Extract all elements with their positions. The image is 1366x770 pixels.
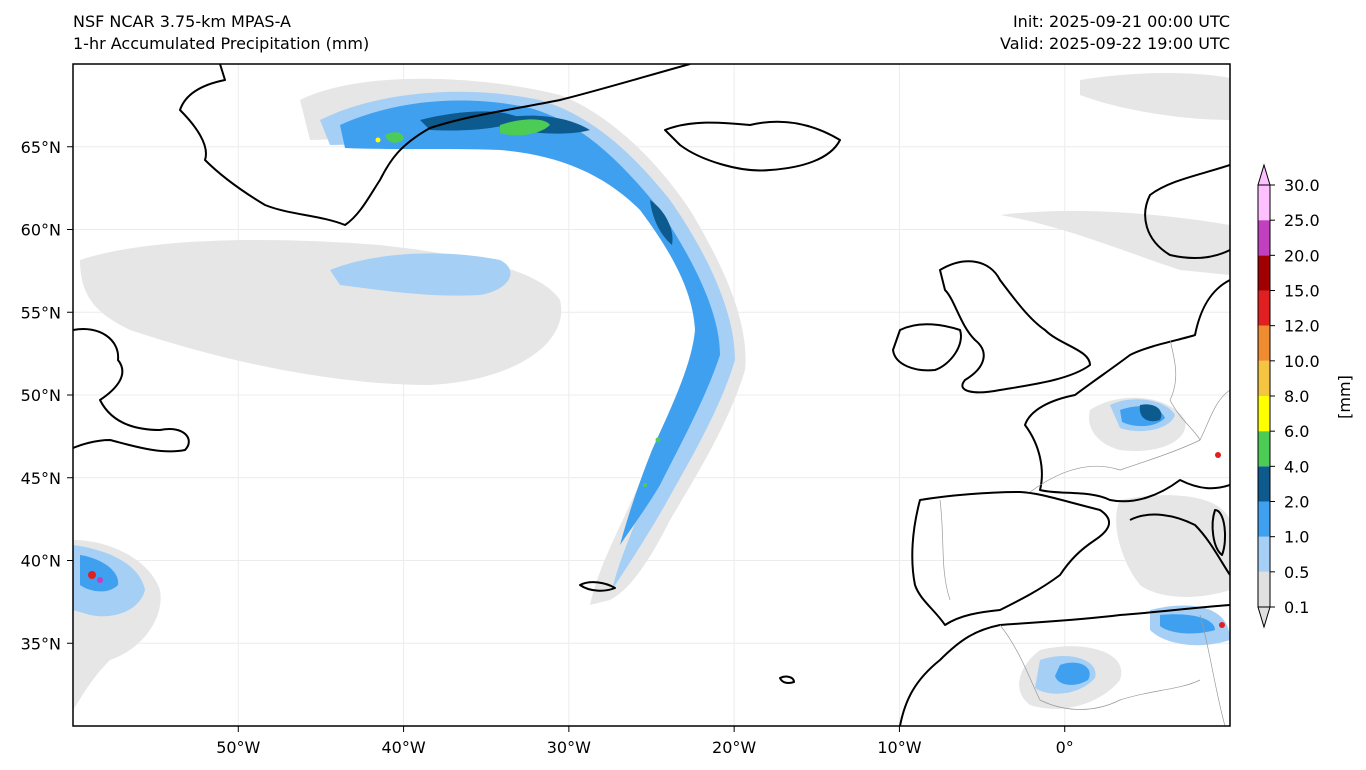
colorbar-segment bbox=[1258, 290, 1270, 326]
ireland-coast bbox=[892, 323, 962, 372]
greenland-core-4 bbox=[500, 119, 550, 136]
speck-1 bbox=[88, 571, 96, 579]
colorbar-segment bbox=[1258, 185, 1270, 221]
colorbar-level-label: 15.0 bbox=[1284, 282, 1320, 301]
colorbar-level-label: 1.0 bbox=[1284, 528, 1309, 547]
field-title: 1-hr Accumulated Precipitation (mm) bbox=[73, 34, 370, 53]
north-africa-coast bbox=[899, 604, 1230, 726]
colorbar-level-label: 8.0 bbox=[1284, 387, 1309, 406]
lat-tick-label: 45°N bbox=[21, 469, 61, 488]
iberia-coast bbox=[911, 491, 1110, 626]
colorbar-segment bbox=[1258, 536, 1270, 572]
precipitation-fields bbox=[73, 73, 1230, 710]
speck-7 bbox=[643, 483, 647, 487]
lat-tick-label: 55°N bbox=[21, 303, 61, 322]
italy-coast bbox=[1129, 513, 1230, 576]
model-title: NSF NCAR 3.75-km MPAS-A bbox=[73, 12, 291, 31]
benelux-border bbox=[1169, 339, 1201, 441]
country-borders bbox=[939, 339, 1230, 726]
corsica-sardinia-coast bbox=[1211, 509, 1227, 556]
lon-tick-label: 30°W bbox=[547, 738, 591, 757]
colorbar-level-label: 0.5 bbox=[1284, 563, 1309, 582]
colorbar-extend-max bbox=[1257, 163, 1271, 186]
precip-high-specks bbox=[88, 137, 1225, 628]
southwest-cell-1 bbox=[80, 555, 119, 592]
madeira-coast bbox=[779, 675, 795, 684]
france-border bbox=[1029, 389, 1230, 493]
lat-tick-label: 35°N bbox=[21, 634, 61, 653]
newfoundland-coast bbox=[73, 328, 190, 453]
greenland-core-4b bbox=[385, 132, 404, 143]
latitude-ticks: 65°N 60°N 55°N 50°N 45°N 40°N 35°N bbox=[21, 138, 73, 653]
colorbar: 0.1 0.5 1.0 2.0 4.0 6.0 8.0 10.0 12.0 15.0 20.0 25.… bbox=[1257, 163, 1320, 629]
great-britain-coast bbox=[939, 260, 1091, 394]
colorbar-unit-label: [mm] bbox=[1335, 375, 1354, 419]
africa-cell-1 bbox=[1055, 662, 1090, 685]
speck-5 bbox=[1219, 622, 1225, 628]
lon-tick-label: 10°W bbox=[877, 738, 921, 757]
colorbar-extend-min bbox=[1257, 606, 1271, 629]
coastlines bbox=[73, 64, 1230, 726]
azores-coast bbox=[579, 581, 616, 592]
algeria-tunisia-border bbox=[1199, 614, 1226, 726]
colorbar-segment bbox=[1258, 255, 1270, 291]
lon-tick-label: 20°W bbox=[712, 738, 756, 757]
speck-4 bbox=[1215, 452, 1221, 458]
colorbar-segment bbox=[1258, 325, 1270, 361]
low-band-0-5 bbox=[330, 253, 511, 296]
valid-time: Valid: 2025-09-22 19:00 UTC bbox=[999, 34, 1230, 53]
norway-coast bbox=[1144, 164, 1230, 259]
iceland-coast bbox=[664, 120, 841, 172]
lon-tick-label: 50°W bbox=[216, 738, 260, 757]
colorbar-level-label: 2.0 bbox=[1284, 493, 1309, 512]
map-header-right: Init: 2025-09-21 00:00 UTC Valid: 2025-0… bbox=[1000, 11, 1230, 55]
speck-2 bbox=[97, 577, 103, 583]
colorbar-level-label: 0.1 bbox=[1284, 598, 1309, 617]
colorbar-level-label: 25.0 bbox=[1284, 211, 1320, 230]
colorbar-segment bbox=[1258, 571, 1270, 607]
init-time: Init: 2025-09-21 00:00 UTC bbox=[1012, 12, 1230, 31]
colorbar-level-label: 20.0 bbox=[1284, 246, 1320, 265]
colorbar-segment bbox=[1258, 466, 1270, 502]
med-light-area bbox=[1116, 495, 1230, 597]
lon-tick-label: 40°W bbox=[381, 738, 425, 757]
colorbar-segment bbox=[1258, 501, 1270, 537]
europe-coast bbox=[1024, 279, 1230, 503]
lon-tick-label: 0° bbox=[1056, 738, 1074, 757]
greenland-coast bbox=[179, 64, 691, 226]
front-band-1 bbox=[340, 100, 720, 545]
speck-6 bbox=[655, 437, 661, 443]
colorbar-segment bbox=[1258, 220, 1270, 256]
colorbar-level-label: 6.0 bbox=[1284, 422, 1309, 441]
precip-4-areas bbox=[385, 119, 550, 143]
lat-tick-label: 50°N bbox=[21, 386, 61, 405]
portugal-spain-border bbox=[939, 499, 951, 601]
longitude-ticks: 50°W 40°W 30°W 20°W 10°W 0° bbox=[216, 726, 1074, 757]
colorbar-segment bbox=[1258, 396, 1270, 432]
morocco-algeria-border bbox=[999, 624, 1201, 710]
speck-3 bbox=[375, 137, 381, 143]
map-header-left: NSF NCAR 3.75-km MPAS-A 1-hr Accumulated… bbox=[73, 11, 369, 55]
front-core-2 bbox=[650, 200, 673, 245]
france-core-2 bbox=[1139, 404, 1162, 422]
gridlines bbox=[73, 64, 1230, 726]
lat-tick-label: 60°N bbox=[21, 221, 61, 240]
colorbar-segment bbox=[1258, 360, 1270, 396]
greenland-core-2 bbox=[420, 111, 520, 131]
colorbar-level-label: 30.0 bbox=[1284, 176, 1320, 195]
lat-tick-label: 65°N bbox=[21, 138, 61, 157]
colorbar-segment bbox=[1258, 431, 1270, 467]
lat-tick-label: 40°N bbox=[21, 552, 61, 571]
colorbar-level-label: 12.0 bbox=[1284, 317, 1320, 336]
colorbar-level-label: 10.0 bbox=[1284, 352, 1320, 371]
north-light-area bbox=[1080, 73, 1230, 120]
norway-light-area bbox=[1000, 210, 1230, 275]
colorbar-level-label: 4.0 bbox=[1284, 457, 1309, 476]
